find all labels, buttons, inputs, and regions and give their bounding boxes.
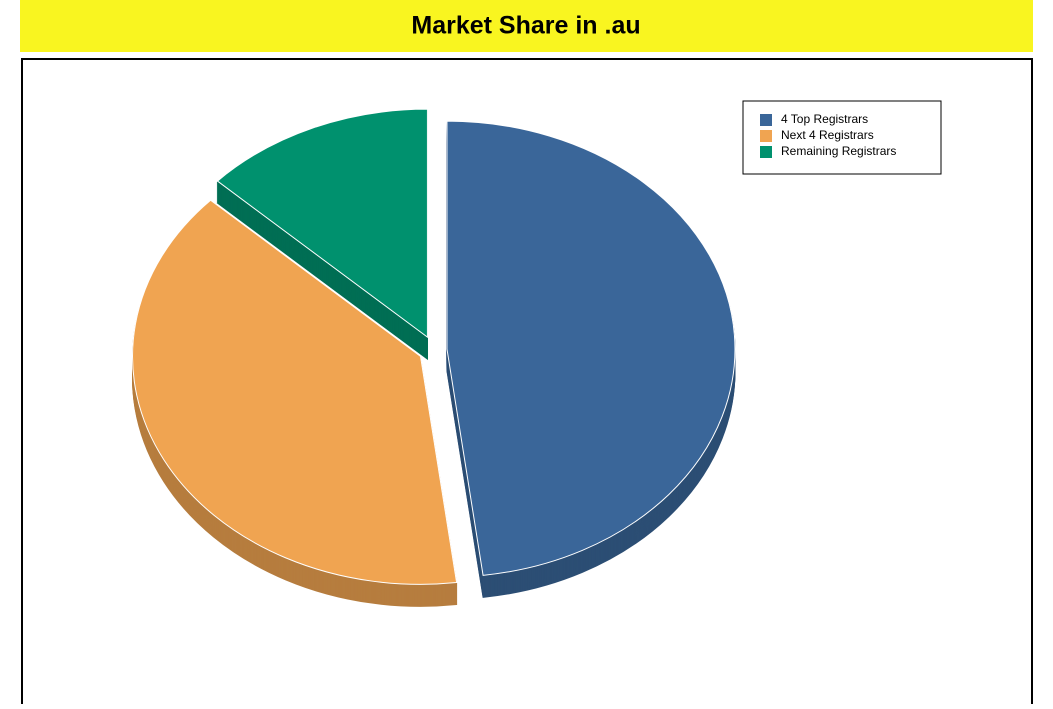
legend-swatch [760, 130, 772, 142]
slice [132, 199, 458, 585]
legend: 4 Top Registrars Next 4 Registrars Remaini… [760, 112, 896, 158]
slice [446, 120, 736, 576]
legend-label: 4 Top Registrars [781, 112, 868, 126]
chart-title: Market Share in .au [411, 12, 640, 40]
legend-swatch [760, 114, 772, 126]
legend-swatch [760, 146, 772, 158]
slice [216, 108, 428, 339]
pie [132, 108, 736, 607]
legend-label: Next 4 Registrars [781, 128, 874, 142]
title-bar [20, 0, 1033, 52]
legend-box [742, 100, 942, 175]
legend-label: Remaining Registrars [781, 144, 896, 158]
